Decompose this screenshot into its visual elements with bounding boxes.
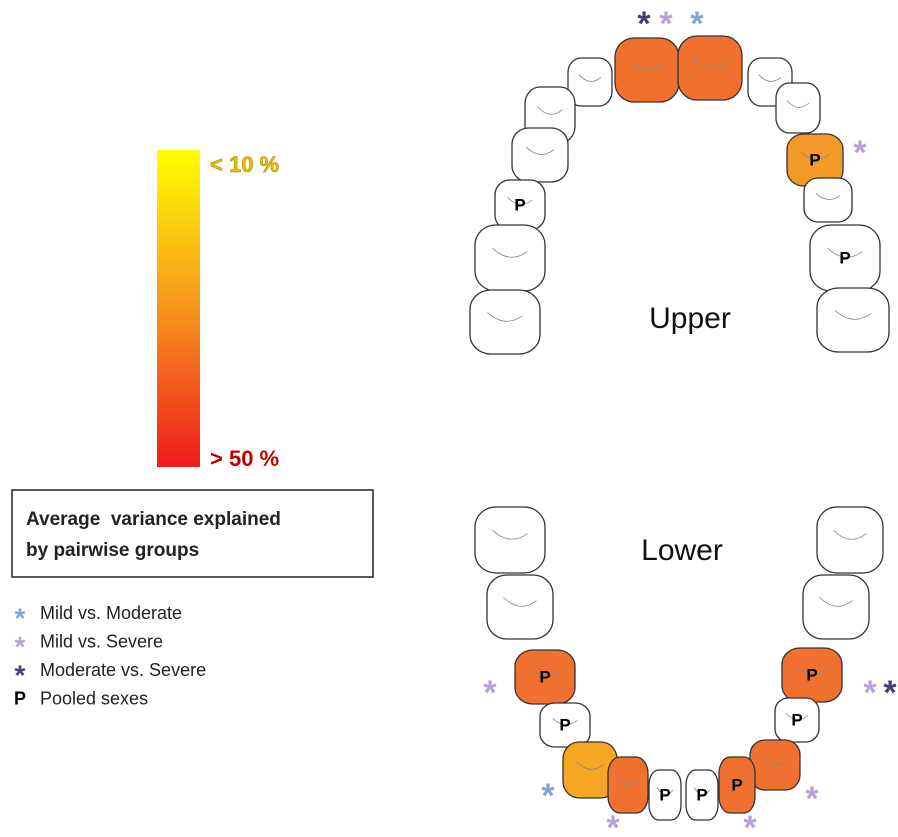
upper-label: Upper bbox=[649, 302, 731, 335]
legend-symbol: * bbox=[15, 659, 26, 690]
legend-label: Mild vs. Severe bbox=[40, 631, 163, 651]
tooth-groove bbox=[529, 668, 561, 677]
pooled-mark: P bbox=[731, 775, 742, 794]
tooth bbox=[718, 756, 756, 814]
tooth-groove bbox=[693, 787, 711, 795]
tooth bbox=[514, 649, 576, 705]
tooth bbox=[774, 697, 820, 743]
legend-label: Pooled sexes bbox=[40, 688, 148, 708]
significance-star: * bbox=[883, 674, 897, 712]
tooth-groove bbox=[785, 713, 809, 720]
tooth bbox=[469, 289, 541, 355]
significance-star: * bbox=[853, 134, 867, 172]
tooth bbox=[567, 57, 613, 107]
significance-star: * bbox=[690, 5, 704, 43]
tooth bbox=[474, 506, 546, 574]
tooth-groove bbox=[576, 761, 604, 770]
tooth bbox=[511, 127, 569, 183]
legend-symbol: * bbox=[15, 602, 26, 633]
pooled-mark: P bbox=[539, 667, 550, 686]
tooth-groove bbox=[758, 74, 782, 82]
tooth-groove bbox=[727, 776, 747, 785]
significance-star: * bbox=[743, 809, 757, 837]
tooth bbox=[539, 702, 591, 748]
tooth-groove bbox=[762, 757, 788, 765]
pooled-mark: P bbox=[839, 248, 850, 267]
tooth bbox=[648, 769, 682, 821]
color-scale bbox=[157, 150, 200, 467]
legend-symbol: * bbox=[15, 631, 26, 662]
tooth-groove bbox=[693, 58, 727, 68]
tooth-groove bbox=[578, 74, 602, 82]
tooth bbox=[802, 574, 870, 640]
tooth bbox=[775, 82, 821, 134]
scale-bottom-label: > 50 % bbox=[210, 446, 279, 471]
tooth bbox=[614, 37, 680, 103]
legend: * Mild vs. Moderate * Mild vs. Severe * Moder… bbox=[14, 602, 206, 708]
tooth-groove bbox=[819, 597, 853, 607]
tooth-groove bbox=[834, 310, 872, 320]
significance-star: * bbox=[541, 777, 555, 815]
tooth bbox=[685, 769, 719, 821]
significance-star: * bbox=[659, 5, 673, 43]
scale-top-label: < 10 % bbox=[210, 152, 279, 177]
pooled-mark: P bbox=[559, 715, 570, 734]
significance-star: * bbox=[606, 809, 620, 837]
tooth bbox=[749, 739, 801, 791]
tooth bbox=[486, 574, 554, 640]
tooth-groove bbox=[630, 60, 664, 70]
legend-symbol: P bbox=[14, 688, 26, 708]
significance-star: * bbox=[483, 674, 497, 712]
significance-star: * bbox=[805, 780, 819, 818]
tooth-groove bbox=[656, 787, 674, 795]
pooled-mark: P bbox=[659, 785, 670, 804]
pooled-mark: P bbox=[806, 665, 817, 684]
caption-box bbox=[11, 489, 374, 578]
tooth-groove bbox=[800, 151, 830, 160]
significance-star: * bbox=[637, 5, 651, 43]
tooth-groove bbox=[796, 666, 828, 675]
lower-label: Lower bbox=[641, 534, 723, 567]
tooth-groove bbox=[786, 100, 810, 108]
pooled-mark: P bbox=[696, 785, 707, 804]
caption-line: Average variance explained bbox=[26, 509, 281, 530]
pooled-mark: P bbox=[809, 150, 820, 169]
pooled-mark: P bbox=[791, 710, 802, 729]
tooth-groove bbox=[617, 776, 639, 785]
tooth-groove bbox=[827, 247, 863, 258]
tooth bbox=[816, 506, 884, 574]
tooth-groove bbox=[552, 718, 578, 725]
significance-star: * bbox=[863, 674, 877, 712]
tooth-groove bbox=[525, 146, 555, 155]
legend-label: Mild vs. Moderate bbox=[40, 603, 182, 623]
tooth bbox=[816, 287, 890, 353]
tooth-groove bbox=[487, 312, 523, 322]
tooth-groove bbox=[492, 529, 528, 540]
tooth-groove bbox=[815, 193, 841, 200]
tooth-groove bbox=[537, 106, 563, 115]
tooth bbox=[803, 177, 853, 223]
tooth-groove bbox=[503, 597, 537, 607]
tooth-groove bbox=[833, 529, 867, 540]
tooth bbox=[607, 756, 649, 814]
tooth-groove bbox=[507, 197, 533, 205]
tooth bbox=[677, 35, 743, 101]
legend-label: Moderate vs. Severe bbox=[40, 660, 206, 680]
pooled-mark: P bbox=[514, 195, 525, 214]
tooth bbox=[474, 224, 546, 292]
caption-line: by pairwise groups bbox=[26, 540, 199, 561]
tooth-groove bbox=[492, 247, 528, 258]
